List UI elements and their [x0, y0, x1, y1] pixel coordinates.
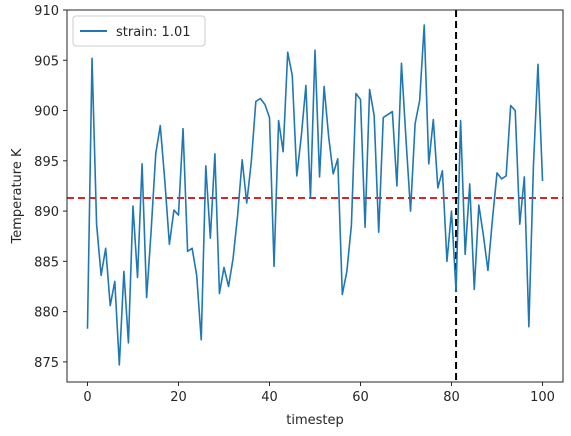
- x-tick-label: 60: [352, 390, 369, 405]
- x-tick-label: 100: [530, 390, 555, 405]
- x-axis-label: timestep: [286, 413, 344, 428]
- y-tick-label: 890: [34, 205, 59, 220]
- series-line-0: [86, 24, 544, 366]
- y-tick-label: 875: [34, 356, 59, 371]
- y-tick-label: 880: [34, 306, 59, 321]
- x-tick-label: 0: [83, 390, 91, 405]
- reference-lines: [67, 10, 563, 382]
- axes-frame: [66, 9, 564, 383]
- y-tick-label: 900: [34, 105, 59, 120]
- x-tick-label: 20: [170, 390, 187, 405]
- x-tick-label: 40: [261, 390, 278, 405]
- y-axis-label: Temperature K: [10, 148, 25, 244]
- legend-box: [72, 15, 206, 47]
- y-axis-ticks: 875 880 885 890 895 900 905 910: [34, 4, 67, 371]
- legend-label: strain: 1.01: [116, 25, 191, 40]
- legend: strain: 1.01: [72, 15, 206, 47]
- y-tick-label: 895: [34, 155, 59, 170]
- y-tick-label: 910: [34, 4, 59, 19]
- y-tick-label: 885: [34, 255, 59, 270]
- y-tick-label: 905: [34, 54, 59, 69]
- x-tick-label: 80: [443, 390, 460, 405]
- series-group: [86, 24, 544, 366]
- x-axis-ticks: 0 20 40 60 80 100: [83, 382, 555, 405]
